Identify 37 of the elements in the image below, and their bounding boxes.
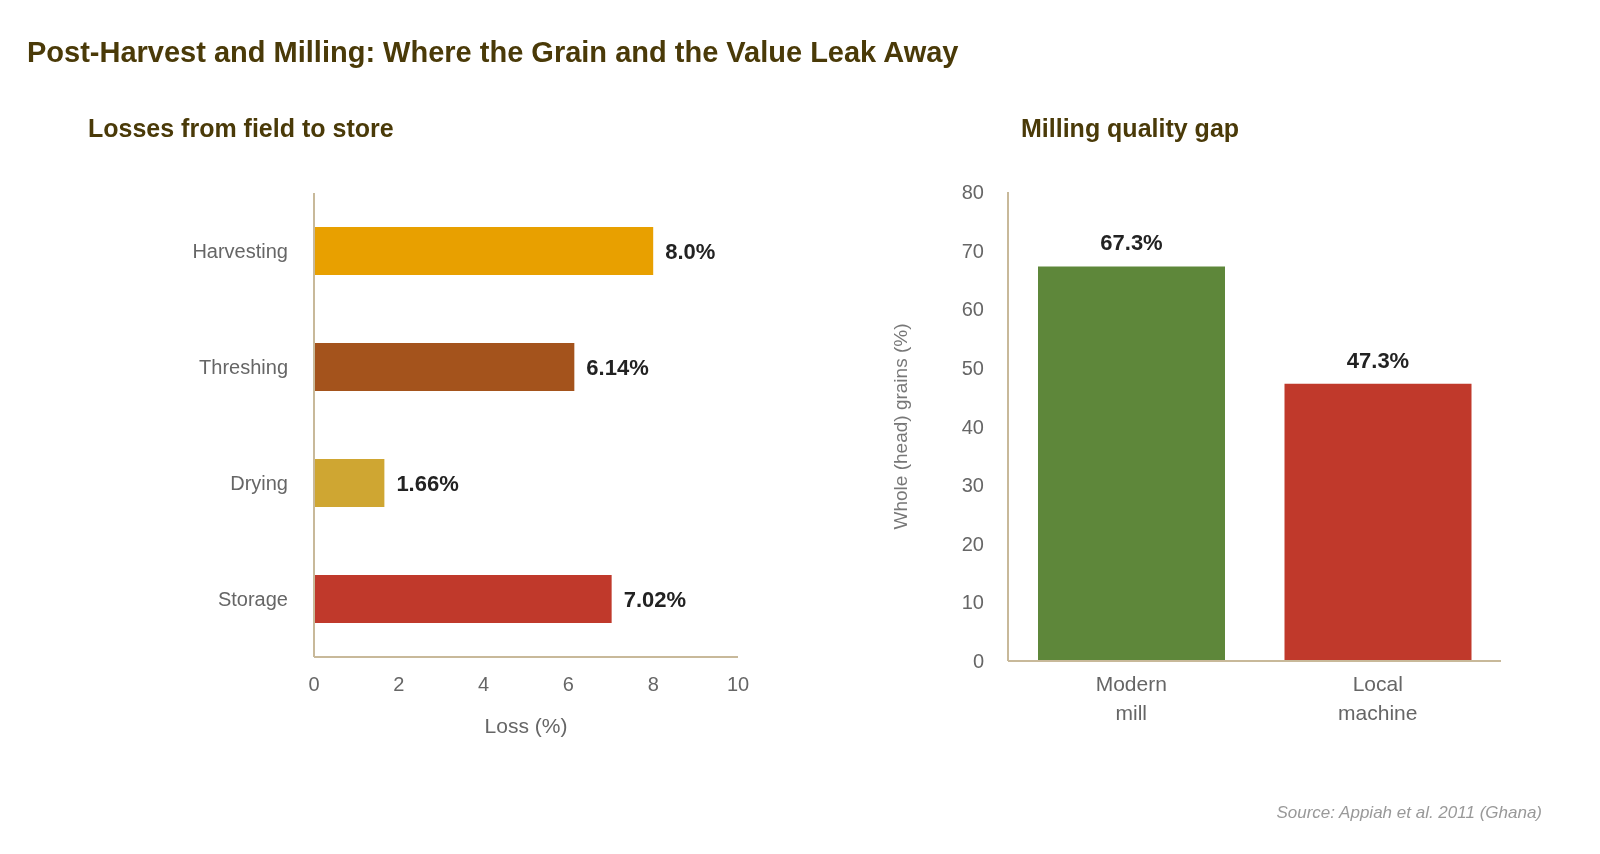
bar — [314, 227, 654, 275]
y-tick-label: Drying — [230, 472, 288, 495]
y-tick-label: Threshing — [199, 356, 288, 379]
x-tick-label: Local machine — [1338, 672, 1418, 724]
x-tick-label: 2 — [393, 673, 405, 696]
chart-title: Post-Harvest and Milling: Where the Grain and the Value Leak Away — [27, 36, 959, 69]
y-tick-label: 70 — [961, 239, 984, 262]
data-label: 47.3% — [1346, 347, 1410, 373]
y-tick-label: 50 — [961, 356, 984, 379]
x-tick-label: 4 — [478, 673, 490, 696]
data-label: 7.02% — [623, 586, 687, 612]
source-note: Source: Appiah et al. 2011 (Ghana) — [1276, 803, 1542, 823]
y-tick-label: 60 — [961, 298, 984, 321]
data-label: 67.3% — [1100, 230, 1163, 256]
chart-title: Milling quality gap — [1021, 114, 1240, 143]
data-label: 1.66% — [396, 470, 459, 496]
y-tick-label: 20 — [961, 532, 984, 555]
y-tick-label: 40 — [961, 415, 984, 438]
bar — [314, 343, 575, 391]
x-tick-label: Modern mill — [1095, 672, 1167, 724]
x-tick-label: 10 — [726, 673, 750, 696]
y-tick-label: 30 — [961, 474, 984, 497]
data-label: 8.0% — [665, 238, 716, 264]
x-tick-label: 6 — [562, 673, 574, 696]
x-tick-label: 8 — [647, 673, 659, 696]
x-axis-title: Loss (%) — [484, 714, 568, 737]
y-tick-label: Harvesting — [192, 240, 288, 263]
bar — [314, 575, 612, 623]
data-label: 6.14% — [586, 354, 649, 380]
y-tick-label: 0 — [972, 650, 984, 673]
y-tick-label: Storage — [217, 588, 288, 611]
x-tick-label: 0 — [308, 673, 320, 696]
y-axis-title: Whole (head) grains (%) — [889, 323, 911, 530]
y-tick-label: 10 — [961, 591, 984, 614]
bar — [314, 459, 385, 507]
chart-subtitle: Losses from field to store — [88, 114, 394, 143]
y-tick-label: 80 — [961, 181, 984, 204]
